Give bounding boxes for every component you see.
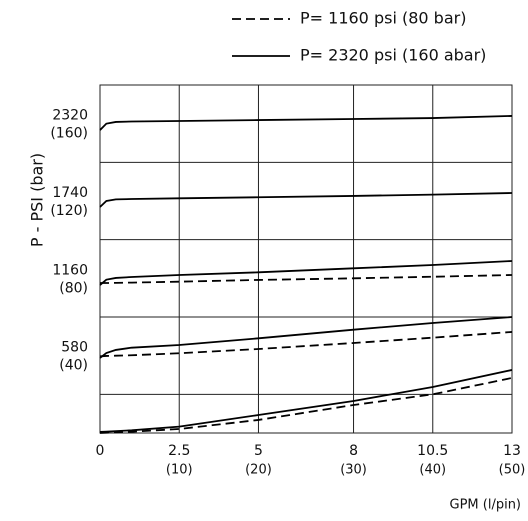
curve <box>99 377 513 434</box>
curve <box>99 331 513 358</box>
x-tick-label: 2.5 <box>168 443 190 459</box>
curve <box>99 316 513 359</box>
y-tick-label: (40) <box>59 358 88 374</box>
x-tick-label: 5 <box>254 443 263 459</box>
legend-label: P= 1160 psi (80 bar) <box>300 9 466 28</box>
x-tick-label: (20) <box>245 463 272 478</box>
x-tick-label: (30) <box>340 463 367 478</box>
curve <box>99 260 513 286</box>
x-tick-label: (10) <box>166 463 193 478</box>
y-tick-label: 580 <box>61 340 88 356</box>
x-tick-label: (40) <box>419 463 446 478</box>
curve <box>99 369 513 433</box>
y-tick-label: (120) <box>50 203 88 219</box>
x-tick-label: 10.5 <box>417 443 448 459</box>
y-axis-title: P - PSI (bar) <box>28 153 47 247</box>
y-tick-label: (160) <box>50 126 88 142</box>
y-tick-label: (80) <box>59 280 88 296</box>
curve <box>99 115 513 131</box>
x-axis-title: GPM (l/pin) <box>450 498 522 513</box>
legend-label: P= 2320 psi (160 abar) <box>300 46 486 65</box>
x-tick-label: 0 <box>96 443 105 459</box>
x-tick-label: 8 <box>349 443 358 459</box>
y-tick-label: 1160 <box>52 262 88 278</box>
plot-frame <box>99 84 513 434</box>
curve <box>99 192 513 208</box>
x-tick-label: 13 <box>503 443 521 459</box>
y-tick-label: 2320 <box>52 108 88 124</box>
x-tick-label: (50) <box>499 463 526 478</box>
y-tick-label: 1740 <box>52 185 88 201</box>
